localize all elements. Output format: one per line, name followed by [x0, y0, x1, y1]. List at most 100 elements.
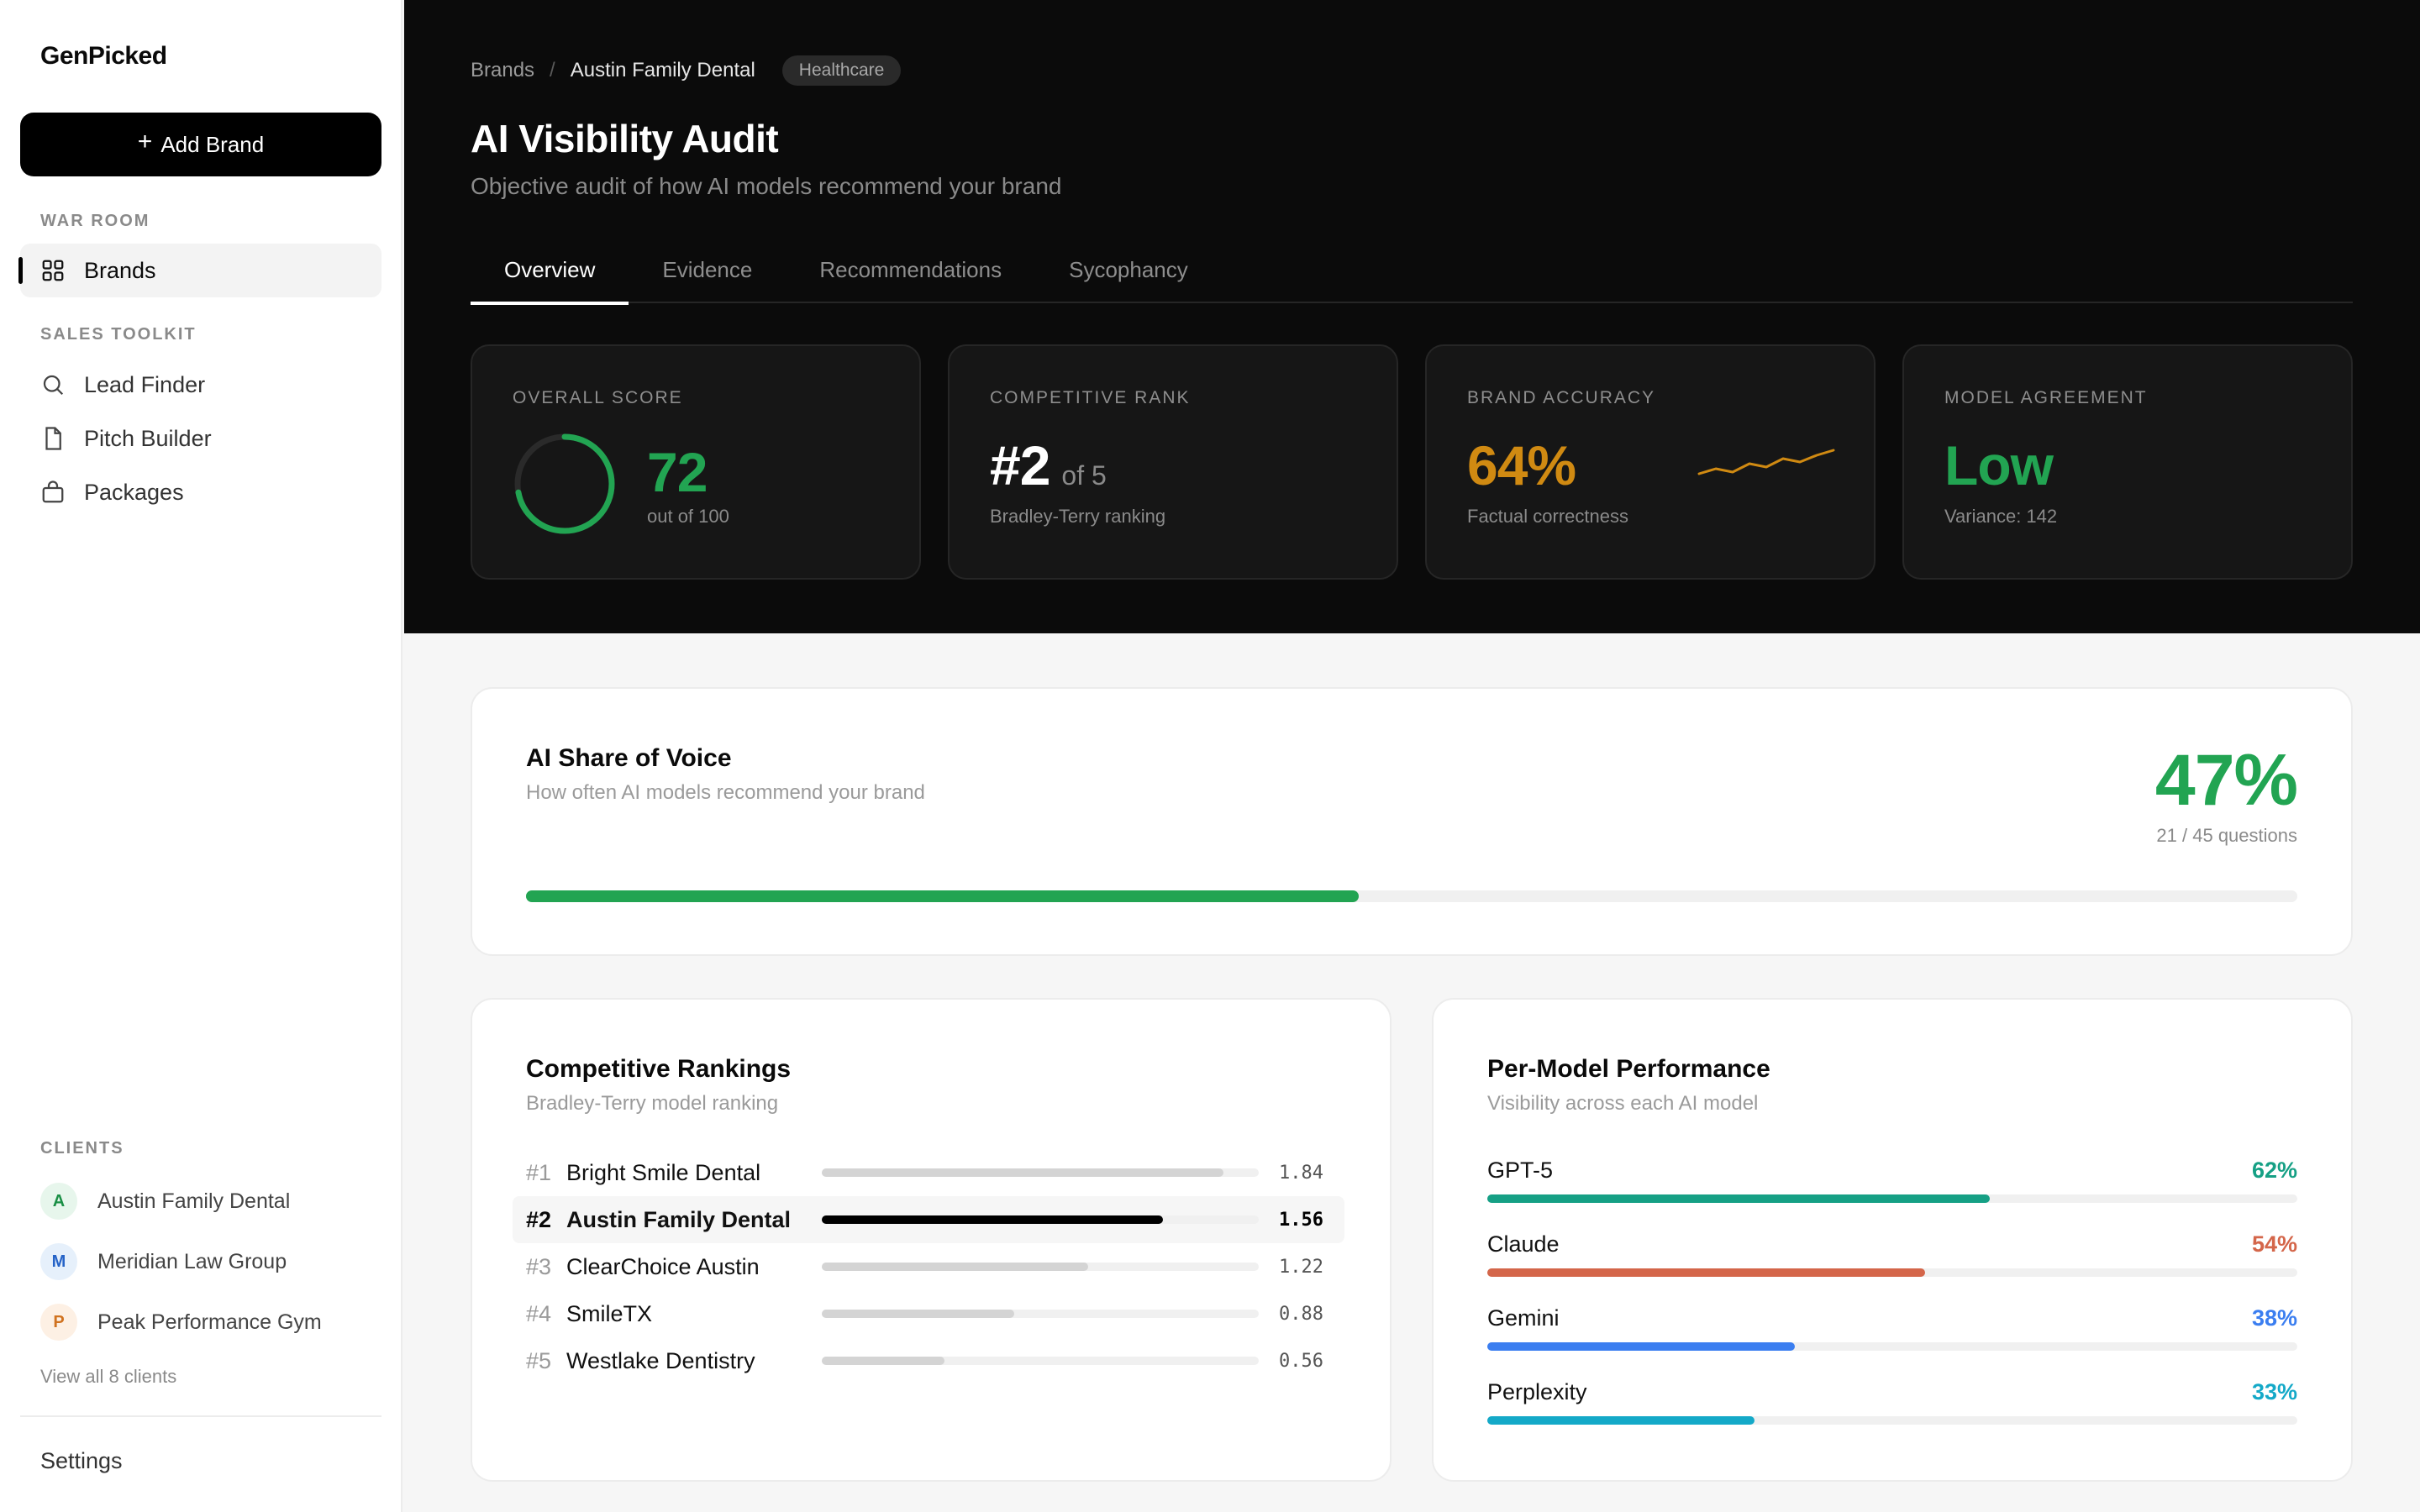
add-brand-label: Add Brand — [160, 131, 265, 157]
model-track — [1487, 1342, 2297, 1351]
nav-item-lead-finder[interactable]: Lead Finder — [20, 358, 381, 412]
score-bar — [822, 1168, 1224, 1177]
model-track — [1487, 1194, 2297, 1203]
ranking-row[interactable]: #5 Westlake Dentistry 0.56 — [513, 1337, 1344, 1384]
breadcrumb: Brands / Austin Family Dental Healthcare — [471, 55, 902, 86]
card-subtitle: Bradley-Terry model ranking — [526, 1092, 779, 1115]
accuracy-sub: Factual correctness — [1467, 506, 1628, 527]
metric-label: OVERALL SCORE — [513, 388, 683, 407]
model-bar — [1487, 1194, 1990, 1203]
model-row-claude: Claude 54% — [1487, 1231, 2297, 1277]
model-bar — [1487, 1416, 1755, 1425]
tab-sycophancy[interactable]: Sycophancy — [1069, 257, 1188, 282]
app-logo[interactable]: GenPicked — [40, 42, 167, 70]
nav-item-label: Pitch Builder — [84, 425, 212, 451]
tab-recommendations[interactable]: Recommendations — [819, 257, 1002, 282]
client-item-peak-performance-gym[interactable]: P Peak Performance Gym — [40, 1304, 322, 1341]
card-title: Per-Model Performance — [1487, 1055, 1770, 1083]
client-name: Austin Family Dental — [97, 1189, 291, 1213]
competitor-name: Westlake Dentistry — [566, 1347, 755, 1373]
accuracy-sparkline — [1697, 449, 1835, 475]
tab-overview[interactable]: Overview — [471, 240, 629, 305]
nav-item-brands[interactable]: Brands — [18, 244, 381, 297]
brand-accuracy-card: BRAND ACCURACY 64% Factual correctness — [1425, 344, 1876, 580]
agreement-value: Low — [1944, 434, 2054, 496]
breadcrumb-separator: / — [550, 59, 555, 81]
client-item-austin-family-dental[interactable]: A Austin Family Dental — [40, 1183, 290, 1220]
rank-number: #3 — [526, 1253, 552, 1279]
metric-label: BRAND ACCURACY — [1467, 388, 1656, 407]
rank-number: #5 — [526, 1347, 552, 1373]
overall-score-value: 72 — [647, 441, 708, 503]
share-of-voice-fill — [526, 890, 1359, 902]
model-row-gemini: Gemini 38% — [1487, 1305, 2297, 1351]
settings-link[interactable]: Settings — [40, 1448, 123, 1473]
score-track — [822, 1168, 1259, 1177]
score-value: 0.88 — [1279, 1303, 1323, 1325]
metric-label: COMPETITIVE RANK — [990, 388, 1191, 407]
model-row-perplexity: Perplexity 33% — [1487, 1379, 2297, 1425]
category-badge: Healthcare — [781, 55, 902, 86]
model-track — [1487, 1268, 2297, 1277]
share-of-voice-value: 47% — [2154, 740, 2298, 821]
score-value: 0.56 — [1279, 1350, 1323, 1372]
section-label-clients: CLIENTS — [40, 1139, 124, 1158]
score-bar — [822, 1357, 944, 1365]
per-model-performance-card: Per-Model Performance Visibility across … — [1432, 998, 2353, 1482]
tab-evidence[interactable]: Evidence — [662, 257, 753, 282]
shopping-bag-icon — [42, 480, 64, 503]
ranking-row-highlighted[interactable]: #2 Austin Family Dental 1.56 — [513, 1196, 1344, 1243]
nav-item-label: Lead Finder — [84, 371, 206, 397]
competitor-name: ClearChoice Austin — [566, 1253, 760, 1279]
agreement-sub: Variance: 142 — [1944, 506, 2058, 527]
audit-header: Brands / Austin Family Dental Healthcare… — [404, 0, 2420, 633]
share-of-voice-detail: 21 / 45 questions — [2156, 825, 2297, 846]
client-item-meridian-law-group[interactable]: M Meridian Law Group — [40, 1243, 287, 1280]
model-percent: 38% — [2251, 1305, 2297, 1331]
ranking-row[interactable]: #4 SmileTX 0.88 — [513, 1290, 1344, 1337]
overall-score-sub: out of 100 — [647, 506, 729, 527]
section-label-sales-toolkit: SALES TOOLKIT — [40, 325, 197, 344]
grid-icon — [42, 260, 64, 281]
file-icon — [45, 427, 61, 450]
ranking-row[interactable]: #3 ClearChoice Austin 1.22 — [513, 1243, 1344, 1290]
ranking-row[interactable]: #1 Bright Smile Dental 1.84 — [513, 1149, 1344, 1196]
model-percent: 33% — [2251, 1379, 2297, 1404]
model-name: Perplexity — [1487, 1379, 1587, 1404]
score-value: 1.84 — [1279, 1162, 1323, 1184]
share-of-voice-card: AI Share of Voice How often AI models re… — [471, 687, 2353, 956]
add-brand-button[interactable]: + Add Brand — [20, 113, 381, 176]
tab-bar: Overview Evidence Recommendations Sycoph… — [471, 240, 2353, 305]
score-track — [822, 1215, 1259, 1224]
model-name: GPT-5 — [1487, 1158, 1554, 1183]
rank-of: of 5 — [1061, 460, 1107, 491]
breadcrumb-current: Austin Family Dental — [570, 59, 755, 81]
score-value: 1.56 — [1279, 1209, 1323, 1231]
share-of-voice-track — [526, 890, 2297, 902]
nav-item-pitch-builder[interactable]: Pitch Builder — [20, 412, 381, 465]
model-percent: 62% — [2251, 1158, 2297, 1183]
page-title: AI Visibility Audit — [471, 117, 779, 160]
model-percent: 54% — [2251, 1231, 2297, 1257]
competitor-name: Bright Smile Dental — [566, 1159, 761, 1185]
model-name: Gemini — [1487, 1305, 1560, 1331]
score-track — [822, 1310, 1259, 1318]
avatar: A — [40, 1183, 77, 1220]
nav-item-packages[interactable]: Packages — [20, 465, 381, 519]
competitive-rankings-card: Competitive Rankings Bradley-Terry model… — [471, 998, 1392, 1482]
score-track — [822, 1357, 1259, 1365]
nav-item-label: Brands — [84, 257, 156, 283]
page-subtitle: Objective audit of how AI models recomme… — [471, 173, 1062, 199]
card-subtitle: How often AI models recommend your brand — [526, 781, 925, 804]
view-all-clients-link[interactable]: View all 8 clients — [40, 1366, 177, 1387]
breadcrumb-brands[interactable]: Brands — [471, 59, 535, 81]
model-bar — [1487, 1268, 1925, 1277]
model-agreement-card: MODEL AGREEMENT Low Variance: 142 — [1902, 344, 2353, 580]
score-bar — [822, 1215, 1163, 1224]
model-row-gpt-5: GPT-5 62% — [1487, 1158, 2297, 1203]
sidebar: GenPicked + Add Brand WAR ROOM Brands SA… — [0, 0, 402, 1512]
competitor-name: SmileTX — [566, 1300, 653, 1326]
score-value: 1.22 — [1279, 1256, 1323, 1278]
score-bar — [822, 1263, 1089, 1271]
competitor-name: Austin Family Dental — [566, 1206, 792, 1232]
